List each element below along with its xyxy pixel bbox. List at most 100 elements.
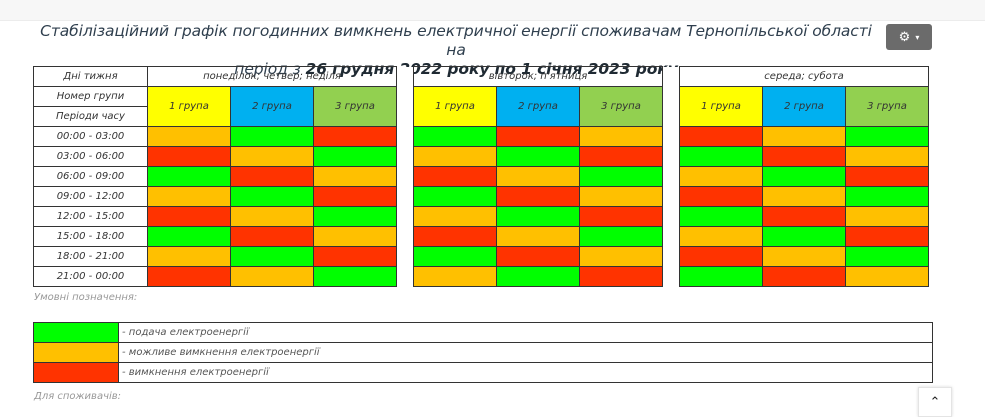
column-gap: [396, 166, 414, 187]
status-cell-on: [147, 166, 231, 187]
gear-icon: ⚙: [898, 29, 911, 45]
status-cell-off: [845, 166, 929, 187]
settings-dropdown-button[interactable]: ⚙ ▾: [886, 24, 932, 50]
table-row: 00:00 - 03:00: [33, 126, 929, 147]
table-row: 15:00 - 18:00: [33, 226, 929, 247]
status-cell-on: [679, 206, 763, 227]
time-slot-label: 12:00 - 15:00: [33, 206, 148, 227]
status-cell-off: [762, 146, 846, 167]
status-cell-maybe: [496, 226, 580, 247]
time-periods-row: Періоди часу: [33, 106, 929, 127]
status-cell-on: [413, 186, 497, 207]
time-slot-label: 06:00 - 09:00: [33, 166, 148, 187]
legend-swatch-maybe: [33, 342, 119, 363]
status-cell-on: [230, 186, 314, 207]
column-gap: [662, 186, 680, 207]
status-cell-on: [579, 226, 663, 247]
status-cell-maybe: [147, 246, 231, 267]
group-header: 2 група: [496, 86, 580, 127]
status-cell-maybe: [679, 226, 763, 247]
status-cell-on: [413, 246, 497, 267]
status-cell-off: [496, 186, 580, 207]
status-cell-maybe: [147, 186, 231, 207]
column-gap: [396, 226, 414, 247]
status-cell-on: [496, 206, 580, 227]
status-cell-maybe: [313, 226, 397, 247]
status-cell-on: [845, 246, 929, 267]
group-header: 3 група: [845, 86, 929, 127]
status-cell-maybe: [579, 246, 663, 267]
column-gap: [396, 126, 414, 147]
status-cell-off: [762, 266, 846, 287]
status-cell-on: [679, 266, 763, 287]
status-cell-maybe: [679, 166, 763, 187]
status-cell-off: [147, 146, 231, 167]
status-cell-maybe: [845, 266, 929, 287]
time-slot-label: 03:00 - 06:00: [33, 146, 148, 167]
status-cell-maybe: [413, 146, 497, 167]
day-group-header: середа; субота: [679, 66, 929, 87]
day-group-header: вівторок; п'ятниця: [413, 66, 663, 87]
column-gap: [662, 166, 680, 187]
status-cell-off: [579, 206, 663, 227]
legend-row: - вимкнення електроенергії: [33, 362, 933, 383]
days-row: Дні тижня понеділок; четвер; неділя вівтор…: [33, 66, 929, 87]
table-row: 18:00 - 21:00: [33, 246, 929, 267]
legend-text: - вимкнення електроенергії: [118, 362, 933, 383]
status-cell-on: [762, 226, 846, 247]
column-gap: [396, 146, 414, 167]
status-cell-off: [413, 226, 497, 247]
column-gap: [396, 186, 414, 207]
status-cell-off: [579, 146, 663, 167]
table-row: 09:00 - 12:00: [33, 186, 929, 207]
status-cell-off: [496, 126, 580, 147]
column-gap: [396, 86, 414, 127]
status-cell-on: [679, 146, 763, 167]
status-cell-off: [230, 226, 314, 247]
status-cell-off: [679, 186, 763, 207]
status-cell-maybe: [845, 206, 929, 227]
legend-text: - можливе вимкнення електроенергії: [118, 342, 933, 363]
legend-row: - можливе вимкнення електроенергії: [33, 342, 933, 363]
day-group-header: понеділок; четвер; неділя: [147, 66, 397, 87]
legend-swatch-off: [33, 362, 119, 383]
legend-text: - подача електроенергії: [118, 322, 933, 343]
status-cell-maybe: [313, 166, 397, 187]
top-bar: [0, 0, 985, 21]
status-cell-maybe: [579, 186, 663, 207]
table-row: 03:00 - 06:00: [33, 146, 929, 167]
column-gap: [662, 86, 680, 127]
status-cell-on: [413, 126, 497, 147]
status-cell-maybe: [762, 126, 846, 147]
status-cell-maybe: [413, 206, 497, 227]
status-cell-maybe: [230, 146, 314, 167]
status-cell-on: [230, 126, 314, 147]
time-slot-label: 15:00 - 18:00: [33, 226, 148, 247]
status-cell-on: [313, 206, 397, 227]
days-label: Дні тижня: [33, 66, 148, 87]
status-cell-off: [230, 166, 314, 187]
legend-row: - подача електроенергії: [33, 322, 933, 343]
status-cell-off: [147, 206, 231, 227]
status-cell-off: [679, 246, 763, 267]
status-cell-maybe: [762, 186, 846, 207]
status-cell-off: [413, 166, 497, 187]
column-gap: [662, 246, 680, 267]
title-line-1: Стабілізаційний графік погодинних вимкне…: [40, 22, 872, 59]
column-gap: [662, 206, 680, 227]
time-slot-label: 00:00 - 03:00: [33, 126, 148, 147]
status-cell-maybe: [230, 266, 314, 287]
status-cell-on: [230, 246, 314, 267]
status-cell-on: [845, 126, 929, 147]
column-gap: [396, 66, 414, 87]
status-cell-on: [845, 186, 929, 207]
group-header: 1 група: [147, 86, 231, 127]
group-header: 3 група: [313, 86, 397, 127]
status-cell-on: [762, 166, 846, 187]
status-cell-off: [147, 266, 231, 287]
scroll-to-top-button[interactable]: ⌃: [918, 387, 952, 417]
status-cell-maybe: [147, 126, 231, 147]
status-cell-off: [313, 246, 397, 267]
status-cell-maybe: [845, 146, 929, 167]
status-cell-off: [679, 126, 763, 147]
